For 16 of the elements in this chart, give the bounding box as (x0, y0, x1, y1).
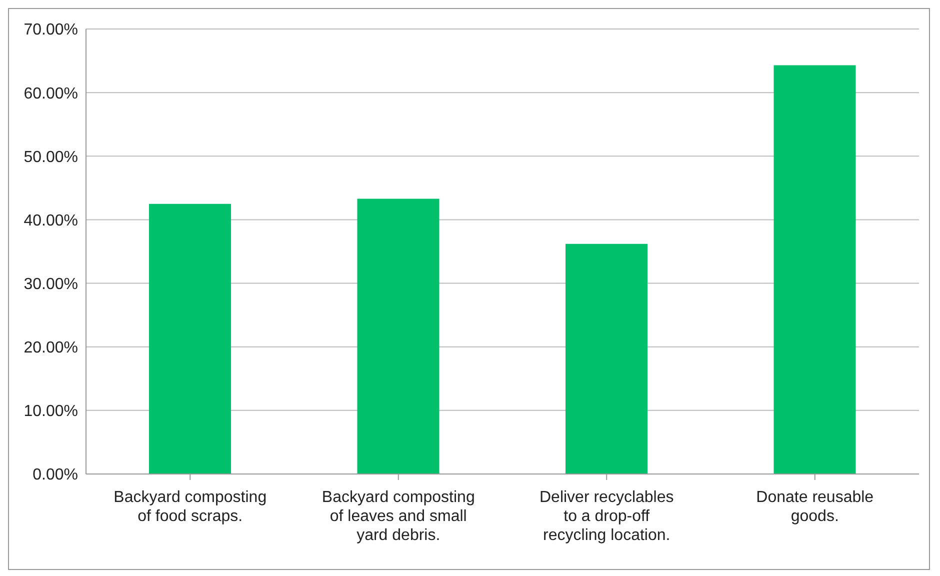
bar (357, 198, 440, 474)
x-tick-label: Donate reusable goods. (756, 489, 874, 525)
y-tick-label: 10.00% (24, 403, 78, 420)
bar (566, 244, 648, 474)
y-tick-label: 20.00% (24, 340, 78, 357)
y-tick-label: 0.00% (32, 466, 78, 484)
y-tick-label: 50.00% (24, 148, 78, 166)
y-tick-label: 70.00% (24, 22, 78, 39)
x-tick-label: Backyard composting of food scraps. (114, 489, 267, 525)
y-tick-label: 60.00% (24, 85, 78, 102)
y-tick-label: 30.00% (24, 276, 78, 293)
bar (774, 65, 856, 474)
bar (149, 204, 231, 474)
x-tick-label: Backyard composting of leaves and small yard debris. (322, 489, 475, 544)
y-tick-label: 40.00% (24, 212, 78, 230)
x-tick-label: Deliver recyclables to a drop-off recycling location. (539, 489, 674, 544)
